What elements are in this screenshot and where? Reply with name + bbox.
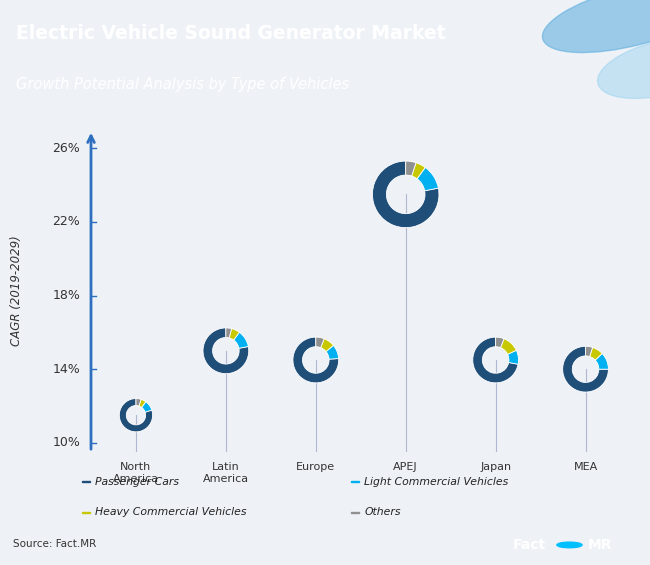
- Bar: [82, 512, 90, 513]
- Text: Fact: Fact: [512, 538, 545, 552]
- Wedge shape: [120, 398, 153, 432]
- Bar: [351, 481, 359, 483]
- Wedge shape: [406, 161, 416, 176]
- Text: MR: MR: [588, 538, 612, 552]
- Wedge shape: [563, 346, 608, 392]
- Text: MEA: MEA: [573, 462, 597, 472]
- Wedge shape: [233, 332, 248, 348]
- Wedge shape: [316, 337, 324, 347]
- Wedge shape: [595, 354, 608, 369]
- Wedge shape: [496, 337, 504, 347]
- Circle shape: [557, 542, 582, 547]
- Wedge shape: [229, 329, 239, 340]
- Text: Growth Potential Analysis by Type of Vehicles: Growth Potential Analysis by Type of Veh…: [16, 77, 350, 92]
- Text: Heavy Commercial Vehicles: Heavy Commercial Vehicles: [96, 507, 247, 518]
- Wedge shape: [417, 167, 438, 191]
- Wedge shape: [139, 399, 146, 407]
- Wedge shape: [590, 347, 602, 360]
- Text: Latin
America: Latin America: [203, 462, 249, 484]
- Wedge shape: [500, 339, 516, 354]
- Wedge shape: [142, 402, 152, 412]
- Wedge shape: [473, 337, 518, 383]
- Wedge shape: [293, 337, 339, 383]
- Text: Europe: Europe: [296, 462, 335, 472]
- Bar: [351, 512, 359, 513]
- Wedge shape: [136, 398, 141, 406]
- Text: 18%: 18%: [53, 289, 80, 302]
- Text: APEJ: APEJ: [393, 462, 418, 472]
- Wedge shape: [372, 161, 439, 228]
- Text: Light Commercial Vehicles: Light Commercial Vehicles: [364, 477, 508, 487]
- Wedge shape: [203, 328, 249, 373]
- Text: North
America: North America: [113, 462, 159, 484]
- Wedge shape: [411, 163, 425, 179]
- Text: 22%: 22%: [53, 215, 80, 228]
- Wedge shape: [320, 339, 333, 351]
- Text: Others: Others: [364, 507, 400, 518]
- Text: 14%: 14%: [53, 363, 80, 376]
- Text: 26%: 26%: [53, 142, 80, 155]
- Wedge shape: [508, 350, 519, 364]
- Wedge shape: [586, 346, 593, 357]
- Bar: [82, 481, 90, 483]
- Text: Source: Fact.MR: Source: Fact.MR: [13, 539, 96, 549]
- Text: Electric Vehicle Sound Generator Market: Electric Vehicle Sound Generator Market: [16, 24, 446, 44]
- Text: Passenger Cars: Passenger Cars: [96, 477, 179, 487]
- Text: CAGR (2019-2029): CAGR (2019-2029): [10, 236, 23, 346]
- Wedge shape: [326, 345, 339, 359]
- Text: Japan: Japan: [480, 462, 511, 472]
- Ellipse shape: [542, 0, 650, 53]
- Wedge shape: [226, 328, 231, 338]
- Ellipse shape: [597, 37, 650, 98]
- Text: 10%: 10%: [53, 436, 80, 449]
